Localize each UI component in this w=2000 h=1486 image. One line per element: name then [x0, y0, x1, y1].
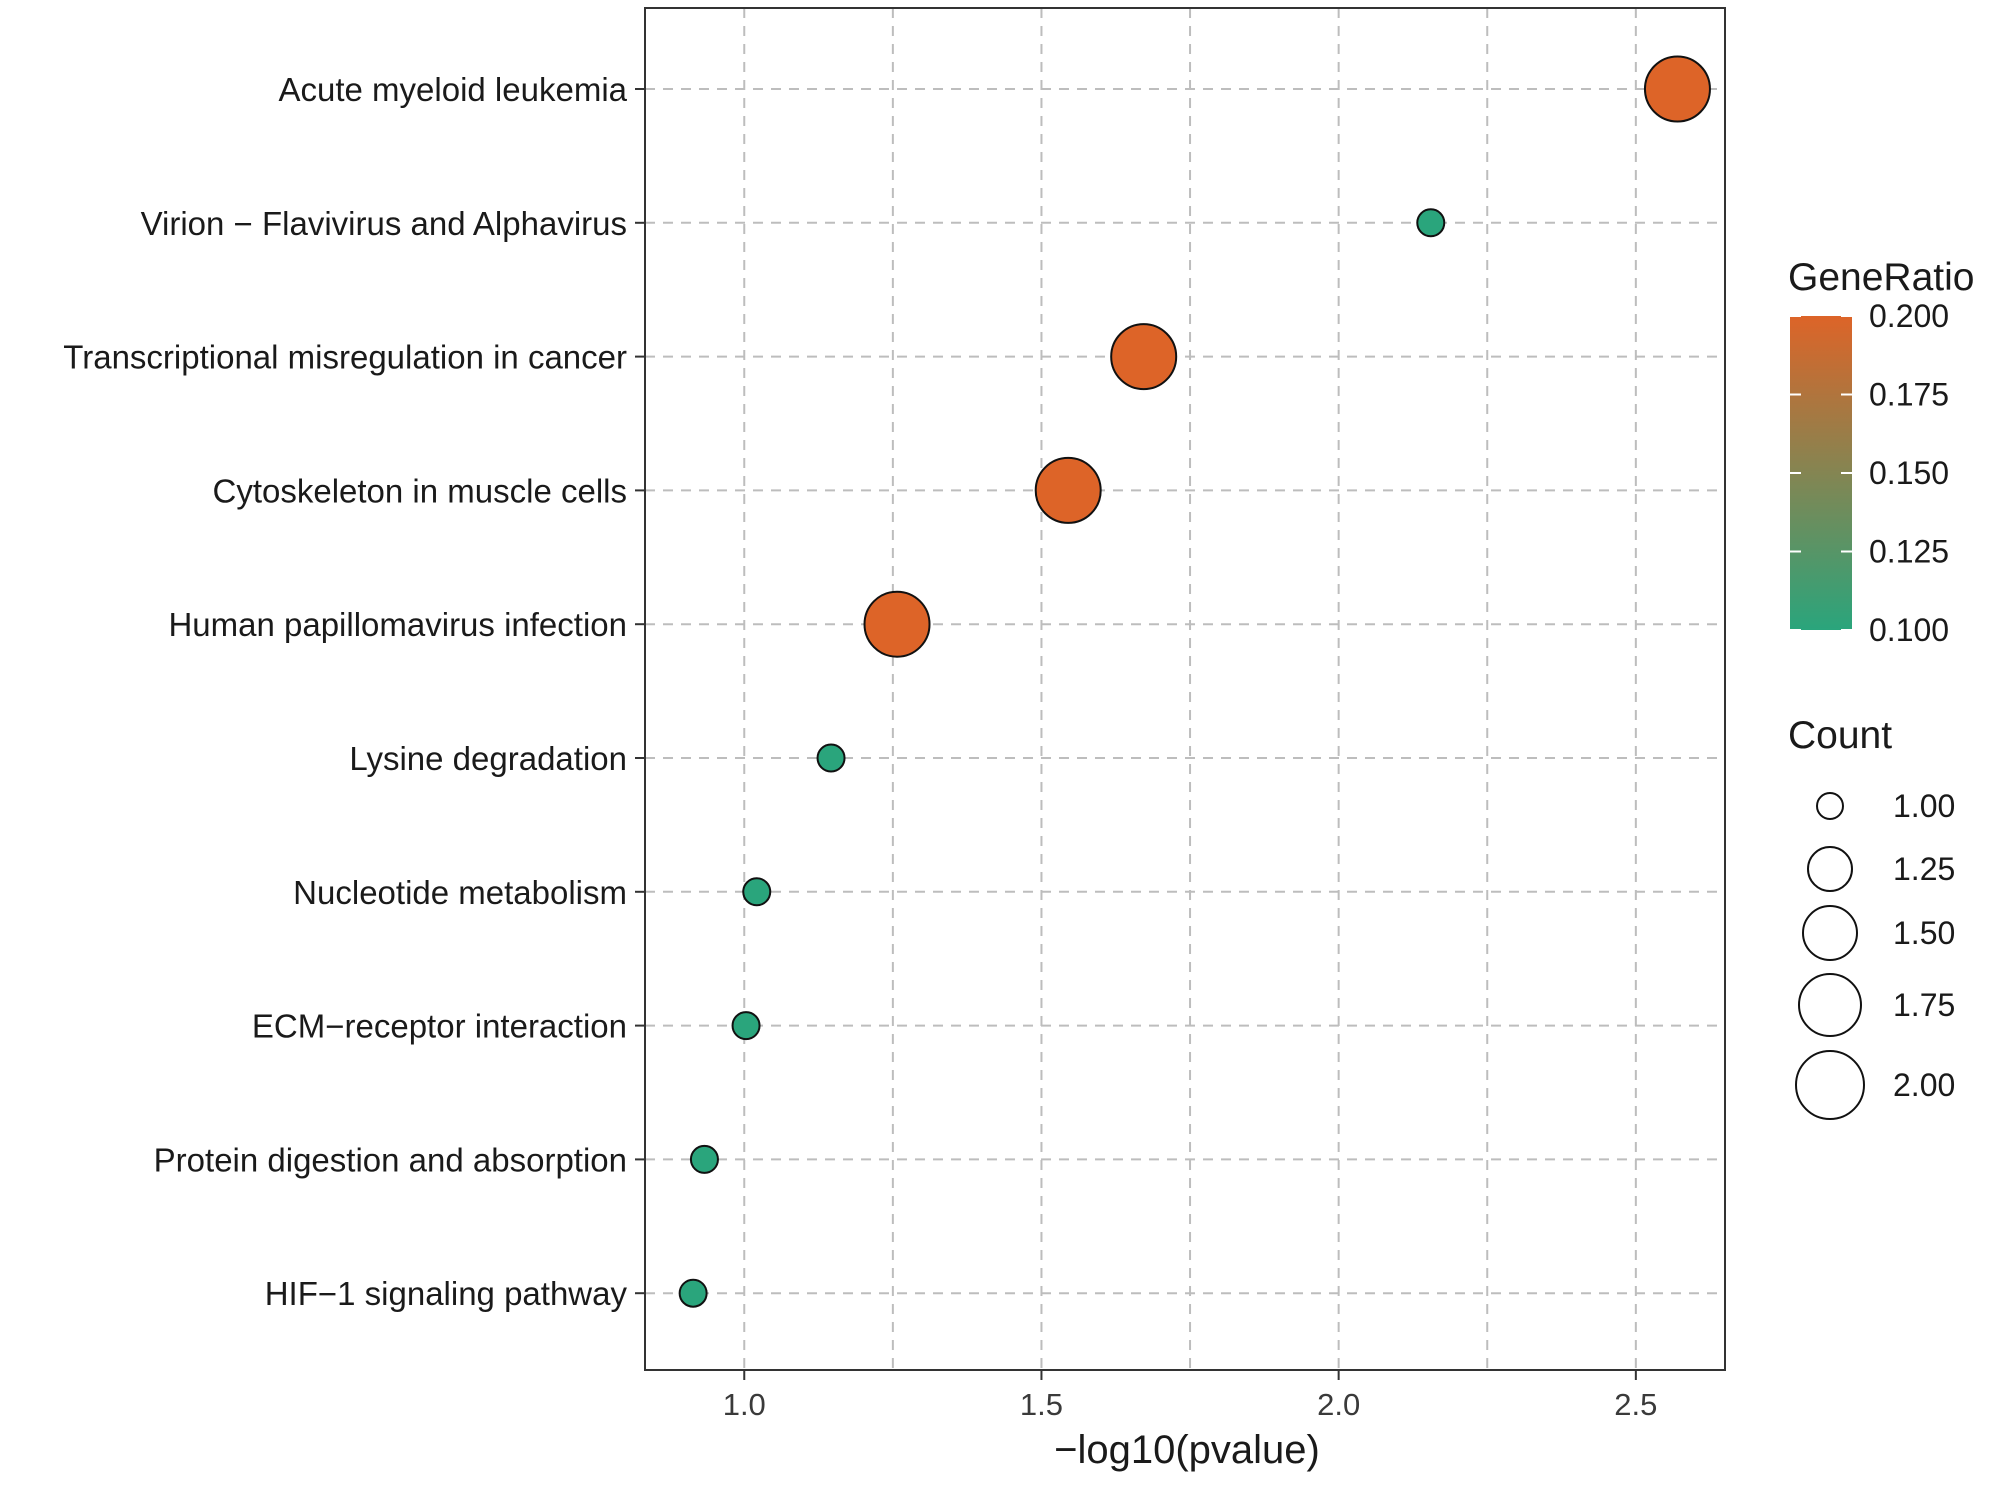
data-point — [1416, 208, 1446, 238]
color-legend: GeneRatio 0.200 0.175 0.150 0.125 0.100 — [1788, 256, 1974, 648]
x-tick-label: 1.5 — [1020, 1387, 1063, 1422]
data-point — [689, 1144, 719, 1174]
size-legend-circle — [1798, 973, 1862, 1037]
size-legend-label: 1.75 — [1893, 987, 1955, 1023]
colorbar-tick-label: 0.125 — [1869, 534, 1949, 570]
y-tick-label: HIF−1 signaling pathway — [265, 1275, 628, 1312]
data-point — [863, 590, 931, 658]
y-tick-label: Nucleotide metabolism — [293, 874, 627, 911]
y-tick-label: Cytoskeleton in muscle cells — [213, 472, 628, 509]
x-tick-label: 2.0 — [1317, 1387, 1360, 1422]
grid-lines — [645, 8, 1725, 1370]
size-legend-title: Count — [1788, 714, 1892, 757]
color-legend-title: GeneRatio — [1788, 256, 1974, 299]
y-tick-label: Acute myeloid leukemia — [279, 71, 628, 108]
colorbar-tick-label: 0.150 — [1869, 455, 1949, 491]
size-legend: Count 1.00 1.25 1.50 1.75 2.00 — [1788, 714, 1955, 1120]
y-tick-label: Transcriptional misregulation in cancer — [63, 339, 627, 376]
size-legend-circle — [1807, 846, 1853, 892]
data-point — [731, 1011, 761, 1041]
y-tick-label: Human papillomavirus infection — [168, 606, 627, 643]
size-legend-label: 1.50 — [1893, 915, 1955, 951]
size-legend-circle — [1795, 1050, 1865, 1120]
data-point — [1110, 323, 1178, 391]
x-tick-label: 2.5 — [1614, 1387, 1657, 1422]
size-legend-circle — [1816, 792, 1844, 820]
data-point — [816, 743, 846, 773]
colorbar-tick-label: 0.100 — [1869, 612, 1949, 648]
data-points — [678, 55, 1711, 1308]
y-axis: Acute myeloid leukemia Virion − Flaviviru… — [63, 71, 645, 1312]
data-point — [742, 877, 772, 907]
data-point — [1643, 55, 1711, 123]
y-tick-label: Virion − Flavivirus and Alphavirus — [141, 205, 627, 242]
plot-panel-border — [644, 7, 1726, 1371]
x-tick-label: 1.0 — [723, 1387, 766, 1422]
colorbar-tick-label: 0.200 — [1869, 298, 1949, 334]
data-point — [1034, 456, 1102, 524]
size-legend-label: 1.25 — [1893, 851, 1955, 887]
size-legend-label: 2.00 — [1893, 1067, 1955, 1103]
x-axis: 1.0 1.5 2.0 2.5 — [723, 1370, 1657, 1422]
y-tick-label: ECM−receptor interaction — [252, 1008, 627, 1045]
y-tick-label: Protein digestion and absorption — [154, 1141, 627, 1178]
colorbar-tick-label: 0.175 — [1869, 377, 1949, 413]
size-legend-circle — [1802, 905, 1858, 961]
size-legend-label: 1.00 — [1893, 788, 1955, 824]
data-point — [678, 1278, 708, 1308]
x-axis-title: −log10(pvalue) — [1054, 1428, 1320, 1472]
y-tick-label: Lysine degradation — [349, 740, 627, 777]
